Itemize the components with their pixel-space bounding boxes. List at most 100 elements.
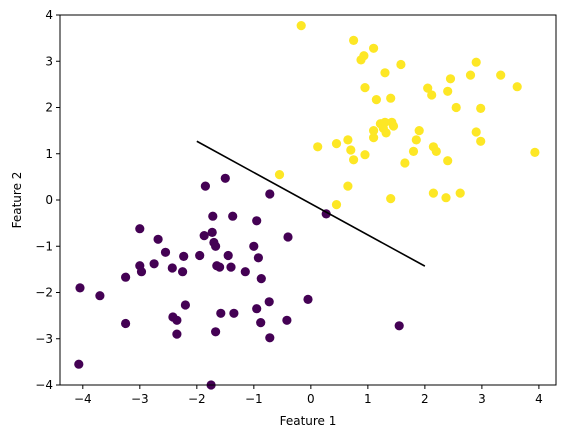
data-point-class-0 bbox=[121, 272, 131, 282]
data-point-class-0 bbox=[220, 173, 230, 183]
x-tick-label: 0 bbox=[307, 392, 315, 406]
data-point-class-0 bbox=[283, 232, 293, 242]
data-point-class-1 bbox=[471, 127, 481, 137]
data-point-class-0 bbox=[207, 227, 217, 237]
data-point-class-1 bbox=[496, 70, 506, 80]
data-point-class-0 bbox=[160, 247, 171, 257]
x-tick-label: 2 bbox=[421, 392, 429, 406]
data-point-class-0 bbox=[226, 262, 236, 272]
y-tick-label: 0 bbox=[45, 193, 53, 207]
data-point-class-1 bbox=[359, 51, 369, 61]
data-point-class-1 bbox=[380, 117, 390, 127]
data-point-class-1 bbox=[431, 146, 441, 156]
data-point-class-0 bbox=[303, 294, 313, 304]
data-point-class-1 bbox=[360, 83, 370, 93]
data-point-class-1 bbox=[386, 93, 396, 103]
data-point-class-0 bbox=[135, 224, 145, 234]
data-point-class-1 bbox=[443, 86, 453, 96]
data-point-class-1 bbox=[331, 200, 342, 210]
data-point-class-0 bbox=[265, 189, 275, 199]
data-point-class-0 bbox=[121, 318, 131, 329]
data-point-class-1 bbox=[428, 188, 438, 198]
data-point-class-0 bbox=[167, 263, 177, 273]
y-axis-ticks: −4 −3 −2 −1 0 1 2 3 4 bbox=[35, 8, 60, 392]
data-point-class-0 bbox=[200, 181, 210, 191]
data-point-class-1 bbox=[441, 193, 451, 203]
data-point-class-1 bbox=[360, 150, 370, 160]
data-point-class-1 bbox=[476, 136, 486, 146]
data-point-class-1 bbox=[331, 139, 342, 149]
data-point-class-1 bbox=[380, 68, 390, 78]
data-point-class-0 bbox=[180, 300, 190, 310]
data-point-class-1 bbox=[455, 188, 465, 198]
x-axis-ticks: −4 −3 −2 −1 0 1 2 3 4 bbox=[74, 385, 543, 406]
x-tick-label: 4 bbox=[535, 392, 543, 406]
y-axis-label: Feature 2 bbox=[10, 172, 24, 229]
data-point-class-0 bbox=[178, 267, 188, 277]
data-point-class-0 bbox=[265, 333, 275, 343]
data-point-class-0 bbox=[253, 253, 263, 263]
data-point-class-0 bbox=[195, 250, 205, 261]
data-point-class-1 bbox=[313, 142, 323, 152]
data-point-class-0 bbox=[223, 250, 233, 261]
data-point-class-0 bbox=[172, 329, 182, 339]
data-point-class-1 bbox=[349, 155, 359, 165]
data-point-class-0 bbox=[153, 234, 163, 244]
data-point-class-0 bbox=[179, 251, 189, 261]
data-point-class-0 bbox=[136, 267, 147, 277]
data-point-class-1 bbox=[451, 102, 461, 113]
data-point-class-1 bbox=[427, 90, 437, 100]
x-axis-label: Feature 1 bbox=[280, 414, 337, 428]
data-point-class-1 bbox=[408, 146, 419, 156]
data-point-class-1 bbox=[346, 145, 356, 155]
y-tick-label: 1 bbox=[45, 147, 53, 161]
data-point-class-1 bbox=[349, 35, 359, 46]
data-point-class-0 bbox=[256, 318, 266, 328]
data-point-class-1 bbox=[369, 133, 379, 143]
x-tick-label: 1 bbox=[364, 392, 372, 406]
x-tick-label: −2 bbox=[188, 392, 206, 406]
data-point-class-0 bbox=[228, 211, 238, 221]
y-tick-label: 2 bbox=[45, 101, 53, 115]
data-point-class-1 bbox=[465, 70, 476, 80]
data-point-class-0 bbox=[264, 297, 274, 307]
data-point-class-1 bbox=[476, 103, 486, 113]
data-point-class-1 bbox=[371, 95, 381, 105]
boundary-line-layer bbox=[196, 140, 426, 267]
y-tick-label: −4 bbox=[35, 378, 53, 392]
data-point-class-0 bbox=[211, 327, 221, 337]
data-point-class-0 bbox=[240, 267, 250, 277]
data-point-class-1 bbox=[443, 156, 453, 166]
plot-background bbox=[60, 15, 556, 385]
data-point-class-0 bbox=[149, 259, 159, 269]
x-tick-label: 3 bbox=[478, 392, 486, 406]
data-point-class-1 bbox=[343, 135, 353, 145]
y-tick-label: −3 bbox=[35, 332, 53, 346]
data-point-class-0 bbox=[252, 216, 262, 226]
decision-boundary-line bbox=[196, 140, 426, 267]
data-point-class-0 bbox=[215, 262, 225, 272]
data-point-class-0 bbox=[172, 315, 182, 325]
x-tick-label: −1 bbox=[245, 392, 263, 406]
data-point-class-0 bbox=[199, 231, 209, 241]
data-point-class-0 bbox=[249, 241, 259, 251]
data-point-class-1 bbox=[343, 181, 353, 191]
data-point-class-0 bbox=[208, 211, 218, 221]
data-point-class-1 bbox=[423, 83, 433, 93]
data-point-class-1 bbox=[400, 158, 410, 168]
data-point-class-1 bbox=[396, 59, 406, 70]
data-point-class-1 bbox=[411, 135, 421, 145]
data-point-class-1 bbox=[369, 126, 379, 136]
data-point-class-0 bbox=[282, 315, 292, 325]
data-point-class-0 bbox=[211, 241, 221, 251]
data-point-class-0 bbox=[252, 304, 262, 314]
y-tick-label: −2 bbox=[35, 286, 53, 300]
data-point-class-1 bbox=[296, 21, 306, 31]
data-point-class-1 bbox=[445, 74, 456, 84]
data-point-class-0 bbox=[74, 359, 84, 369]
y-tick-label: 3 bbox=[45, 54, 53, 68]
data-point-class-1 bbox=[512, 82, 522, 92]
points-layer bbox=[74, 21, 540, 390]
data-point-class-0 bbox=[216, 308, 226, 318]
